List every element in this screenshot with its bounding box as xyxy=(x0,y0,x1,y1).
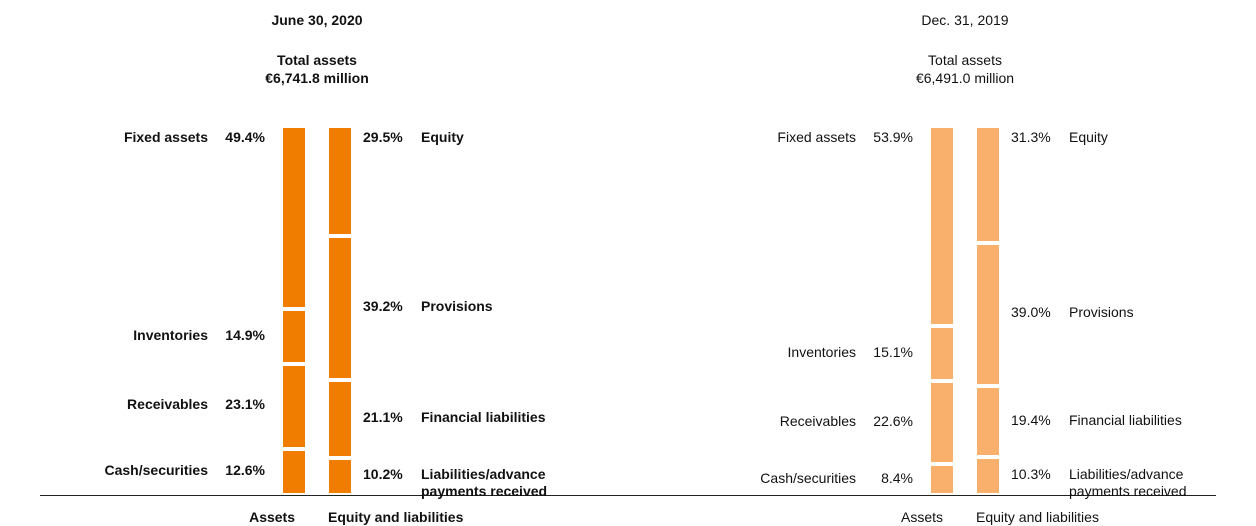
segment-label: Fixed assets xyxy=(123,129,208,145)
bar-segment xyxy=(931,383,953,463)
segment-value: 39.0% xyxy=(1011,304,1051,321)
segment-label: Inventories xyxy=(133,326,208,343)
segment-label: Liabilities/advance payments received xyxy=(421,466,548,500)
segment-label: Cash/securities xyxy=(104,461,209,478)
segment-value: 21.1% xyxy=(363,408,403,425)
bar-segment xyxy=(283,128,305,308)
bar-segment xyxy=(931,466,953,493)
bar-segment xyxy=(931,128,953,324)
chart-total: €6,491.0 million xyxy=(915,70,1015,86)
bar-segment xyxy=(329,238,351,379)
segment-label: Financial liabilities xyxy=(421,408,546,425)
segment-value: 29.5% xyxy=(363,129,403,145)
bar-segment xyxy=(977,459,999,493)
column-label: Equity and liabilities xyxy=(328,509,464,525)
segment-value: 19.4% xyxy=(1011,411,1051,428)
column-label: Assets xyxy=(249,509,295,525)
bar-segment xyxy=(977,244,999,384)
column-label: Equity and liabilities xyxy=(976,509,1099,525)
segment-value: 15.1% xyxy=(873,343,913,360)
bar-segment xyxy=(329,128,351,235)
segment-label: Equity xyxy=(421,129,464,145)
baseline xyxy=(40,495,1216,496)
chart-subtitle: Total assets xyxy=(928,52,1002,68)
bar-segment xyxy=(329,382,351,456)
chart-total: €6,741.8 million xyxy=(265,70,369,86)
bar-segment xyxy=(931,327,953,380)
segment-label: Cash/securities xyxy=(760,469,856,486)
segment-label: Liabilities/advance payments received xyxy=(1069,466,1187,500)
bar-segment xyxy=(329,459,351,493)
segment-label: Receivables xyxy=(127,396,208,413)
bar-segment xyxy=(283,311,305,362)
chart-title: Dec. 31, 2019 xyxy=(921,12,1009,28)
segment-value: 14.9% xyxy=(225,326,265,343)
segment-value: 10.2% xyxy=(363,466,403,483)
segment-value: 53.9% xyxy=(873,129,913,145)
segment-value: 10.3% xyxy=(1011,466,1051,483)
column-label: Assets xyxy=(900,509,943,525)
segment-value: 31.3% xyxy=(1011,129,1051,145)
bar-segment xyxy=(283,450,305,493)
segment-value: 49.4% xyxy=(225,129,265,145)
bar-segment xyxy=(977,128,999,241)
chart-title: June 30, 2020 xyxy=(271,12,363,28)
segment-label: Financial liabilities xyxy=(1069,411,1182,428)
segment-value: 8.4% xyxy=(881,469,913,486)
segment-value: 12.6% xyxy=(225,461,265,478)
segment-label: Inventories xyxy=(787,343,856,360)
segment-value: 39.2% xyxy=(363,298,403,315)
segment-value: 22.6% xyxy=(873,412,913,429)
segment-label: Fixed assets xyxy=(777,129,856,145)
segment-label: Provisions xyxy=(421,298,493,315)
bar-segment xyxy=(283,365,305,447)
segment-label: Provisions xyxy=(1069,304,1134,321)
segment-label: Receivables xyxy=(779,412,856,429)
chart-subtitle: Total assets xyxy=(277,52,357,68)
bar-segment xyxy=(977,388,999,456)
segment-value: 23.1% xyxy=(225,396,265,413)
segment-label: Equity xyxy=(1069,129,1108,145)
